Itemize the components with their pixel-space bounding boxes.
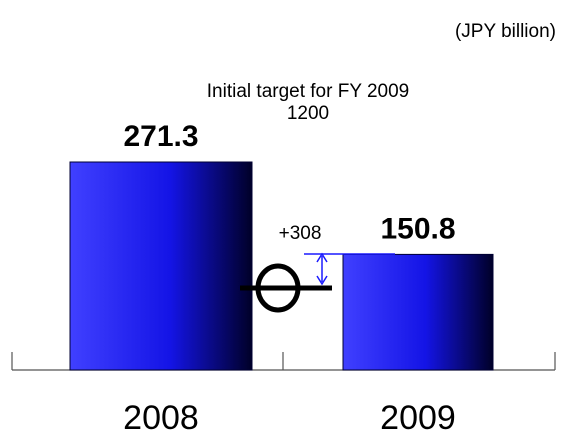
difference-arrow — [304, 252, 395, 286]
target-label: Initial target for FY 2009 — [207, 81, 409, 102]
unit-label: (JPY billion) — [455, 21, 556, 42]
value-label: 271.3 — [123, 120, 198, 153]
value-label: 150.8 — [380, 212, 455, 245]
x-tick-label: 2008 — [123, 399, 199, 437]
x-tick-label: 2009 — [380, 399, 456, 437]
bar — [69, 161, 253, 371]
difference-symbol — [240, 263, 332, 313]
difference-label: +308 — [279, 223, 322, 244]
bar — [342, 253, 494, 371]
target-value: 1200 — [287, 103, 329, 124]
